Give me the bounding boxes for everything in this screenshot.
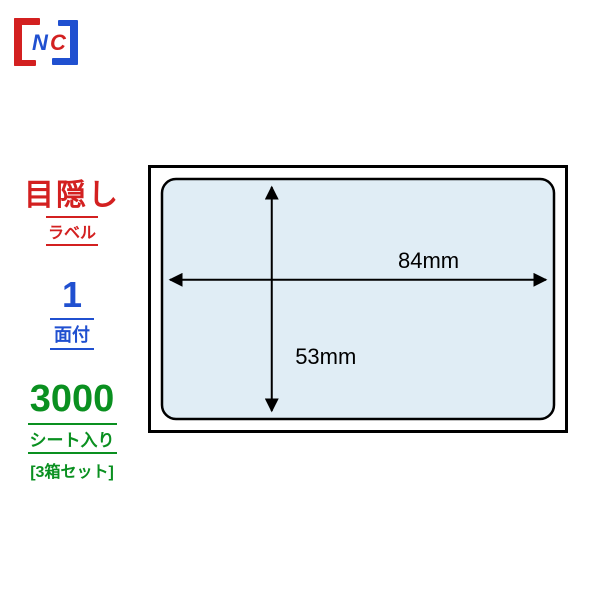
label-dimension-diagram: 84mm 53mm xyxy=(148,165,568,438)
box-set-label: [3箱セット] xyxy=(12,458,132,482)
info-panel: 目隠し ラベル 1 面付 3000 シート入り [3箱セット] xyxy=(12,170,132,482)
face-count-number: 1 xyxy=(12,274,132,316)
product-title: 目隠し xyxy=(12,170,132,214)
product-subtitle: ラベル xyxy=(46,216,98,246)
svg-text:53mm: 53mm xyxy=(295,344,356,369)
svg-text:N: N xyxy=(32,30,49,55)
face-count-label: 面付 xyxy=(50,318,94,350)
svg-text:84mm: 84mm xyxy=(398,248,459,273)
sheets-number: 3000 xyxy=(12,378,132,421)
brand-logo: N C xyxy=(12,16,84,75)
sheets-label: シート入り xyxy=(28,423,117,454)
svg-text:C: C xyxy=(50,30,67,55)
